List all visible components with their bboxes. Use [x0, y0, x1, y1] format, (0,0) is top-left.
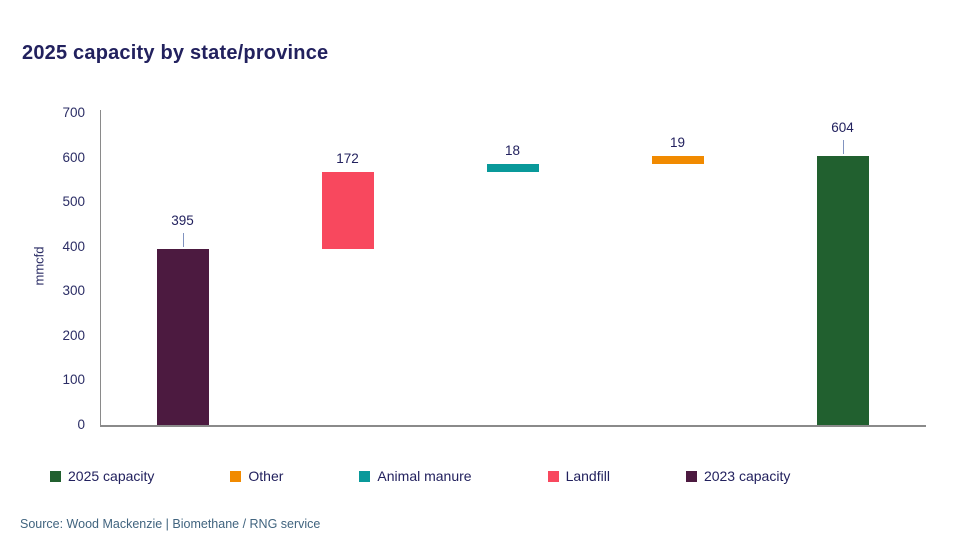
legend-item-other: Other: [230, 468, 283, 484]
legend-item-landfill: Landfill: [547, 468, 610, 484]
bar-value-label-2023-capacity: 395: [171, 212, 194, 228]
y-tick-label: 0: [77, 417, 85, 432]
x-axis-line: [100, 425, 926, 427]
legend-label: 2023 capacity: [703, 468, 791, 484]
y-tick-label: 400: [62, 238, 85, 254]
legend-label: Landfill: [565, 468, 610, 484]
legend-label: Other: [248, 468, 284, 484]
bar-value-label-animal-manure: 18: [504, 143, 521, 159]
legend-swatch-icon: [230, 470, 242, 482]
legend-swatch-icon: [685, 470, 697, 482]
bar-2025-capacity: [816, 155, 869, 425]
chart-title: 2025 capacity by state/province: [22, 42, 329, 64]
legend-swatch-icon: [50, 470, 61, 482]
legend-label: 2025 capacity: [68, 468, 155, 484]
bar-animal-manure: [486, 164, 539, 173]
bar-value-label-2025-capacity: 604: [831, 119, 854, 135]
bar-other: [651, 155, 704, 165]
legend-swatch-icon: [547, 470, 559, 482]
y-axis-line: [100, 110, 101, 426]
label-connector-line: [842, 139, 844, 154]
legend-item-animal-manure: Animal manure: [359, 468, 472, 484]
y-tick-label: 600: [62, 149, 85, 165]
legend-label: Animal manure: [377, 468, 472, 484]
y-tick-label: 200: [62, 327, 85, 343]
bar-value-label-other: 19: [669, 134, 686, 150]
legend: 2025 capacity Other Animal manure Landfill 2…: [50, 468, 790, 484]
legend-item-2025-capacity: 2025 capacity: [50, 468, 154, 484]
y-tick-label: 500: [62, 194, 85, 210]
legend-item-2023-capacity: 2023 capacity: [685, 468, 791, 484]
legend-swatch-icon: [359, 470, 371, 482]
y-tick-label: 100: [62, 372, 85, 388]
bar-landfill: [321, 172, 374, 249]
source-text: Source: Wood Mackenzie | Biomethane / RN…: [20, 517, 321, 531]
bar-2023-capacity: [156, 248, 209, 425]
y-tick-label: 700: [62, 105, 85, 120]
bar-value-label-landfill: 172: [336, 151, 359, 167]
y-tick-label: 300: [62, 283, 85, 299]
label-connector-line: [182, 232, 184, 247]
